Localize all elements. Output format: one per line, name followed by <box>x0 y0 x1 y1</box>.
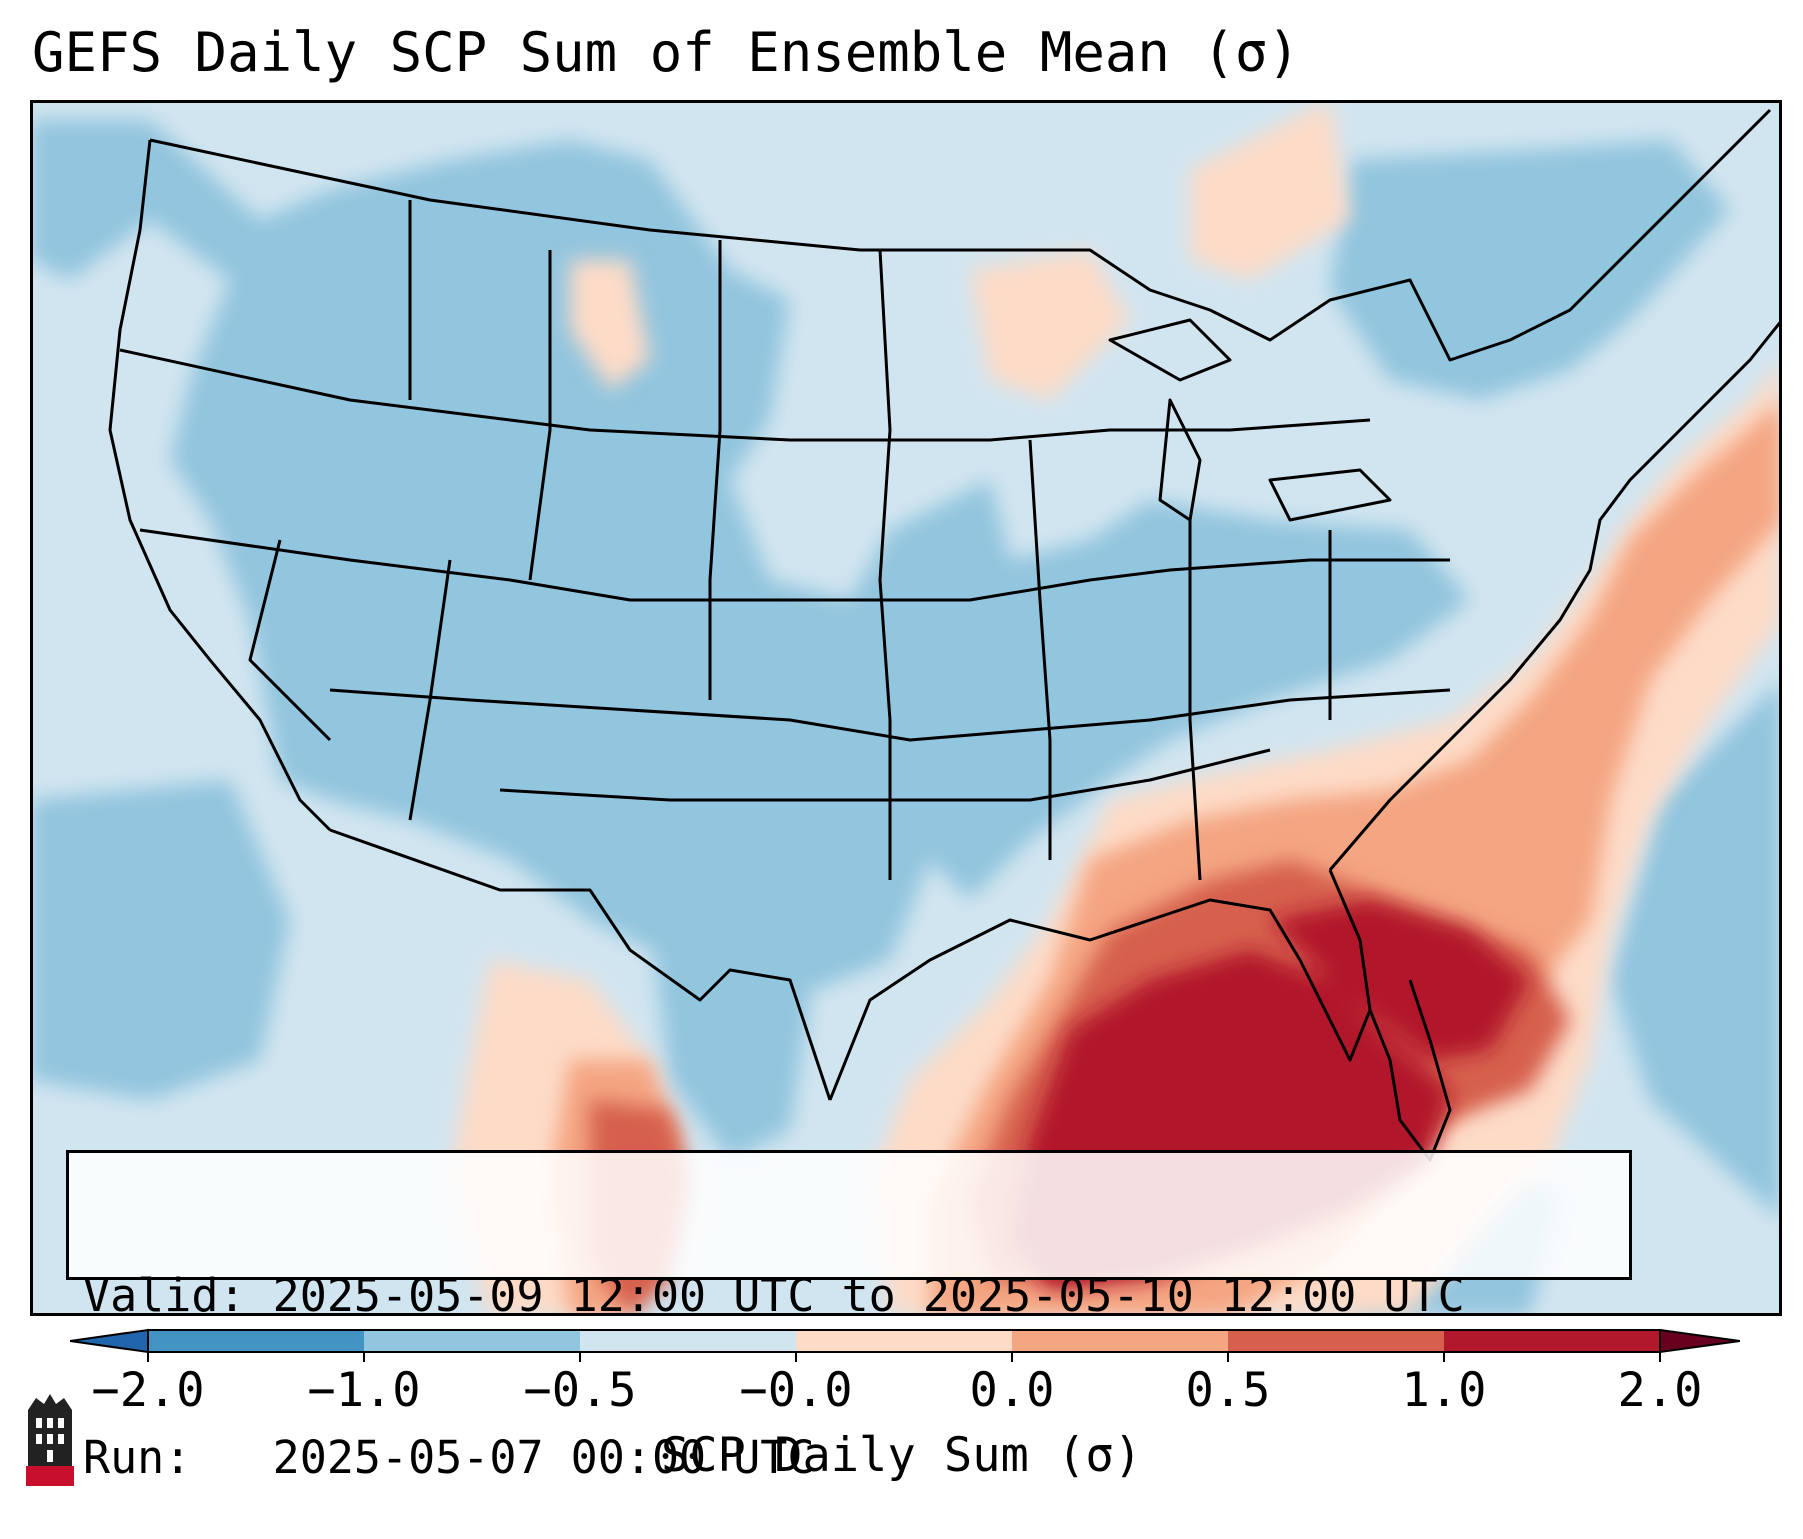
colorbar <box>70 1328 1740 1362</box>
colorbar-segment <box>1444 1330 1660 1352</box>
run-time-text: Run: 2025-05-07 00:00 UTC <box>83 1431 815 1484</box>
scp-field-negative <box>30 120 1782 1316</box>
colorbar-segment <box>1228 1330 1444 1352</box>
tick-label-4: 0.0 <box>969 1363 1055 1418</box>
niu-logo <box>26 1394 74 1486</box>
map-frame <box>30 100 1782 1316</box>
tick-label-0: −2.0 <box>91 1363 205 1418</box>
tick-label-5: 0.5 <box>1185 1363 1271 1418</box>
map-panel <box>30 100 1782 1316</box>
colorbar-over-extension <box>1659 1328 1740 1354</box>
colorbar-label: SCP Daily Sum (σ) <box>660 1428 1143 1483</box>
colorbar-segment <box>1012 1330 1228 1352</box>
colorbar-segment <box>364 1330 580 1352</box>
valid-time-text: Valid: 2025-05-09 12:00 UTC to 2025-05-1… <box>83 1269 1465 1322</box>
tick-label-1: −1.0 <box>307 1363 421 1418</box>
valid-run-info-box: Valid: 2025-05-09 12:00 UTC to 2025-05-1… <box>66 1150 1632 1484</box>
tick-label-3: −0.0 <box>739 1363 853 1418</box>
coastlines-and-borders <box>108 108 1782 1162</box>
colorbar-segment <box>580 1330 796 1352</box>
map-title: GEFS Daily SCP Sum of Ensemble Mean (σ) <box>32 21 1300 84</box>
colorbar-segment <box>148 1330 364 1352</box>
tick-label-7: 2.0 <box>1617 1363 1703 1418</box>
tick-label-2: −0.5 <box>523 1363 637 1418</box>
colorbar-frame <box>147 1329 1661 1353</box>
tick-label-6: 1.0 <box>1401 1363 1487 1418</box>
colorbar-under-extension <box>70 1328 149 1354</box>
colorbar-segment <box>796 1330 1012 1352</box>
